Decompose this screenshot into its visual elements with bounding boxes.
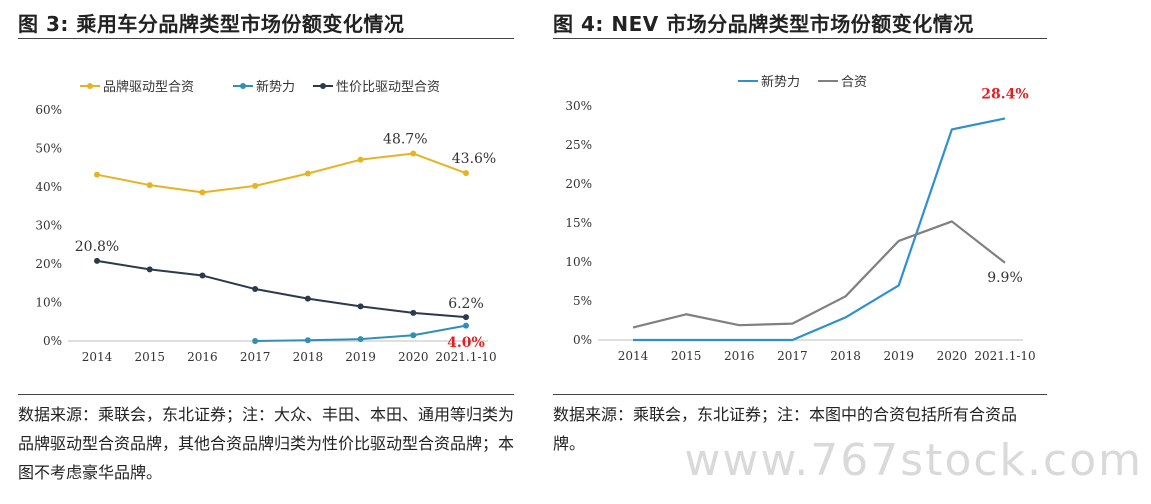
x-tick-label: 2015 (671, 349, 702, 363)
data-point (252, 286, 259, 293)
watermark: www.767stock.com (684, 435, 1143, 486)
legend-label: 品牌驱动型合资 (103, 79, 194, 95)
figure-4-title-text: NEV 市场分品牌类型市场份额变化情况 (611, 12, 974, 36)
data-point (304, 170, 311, 177)
series-line (96, 259, 467, 319)
data-point (252, 338, 259, 344)
x-tick-label: 2017 (240, 350, 271, 364)
x-tick-label: 2021.1-10 (974, 349, 1035, 363)
series-line (96, 152, 467, 194)
data-point (410, 150, 417, 157)
x-tick-label: 2018 (830, 349, 861, 363)
legend-marker (240, 83, 246, 89)
figure-4-title: 图 4: NEV 市场分品牌类型市场份额变化情况 (553, 8, 974, 37)
data-label: 28.4% (981, 86, 1028, 102)
figure-3-title: 图 3: 乘用车分品牌类型市场份额变化情况 (18, 8, 404, 37)
data-point (410, 309, 417, 316)
data-label: 43.6% (452, 151, 496, 167)
x-tick-label: 2020 (398, 350, 429, 364)
figure-4-top-rule (553, 38, 1047, 39)
data-point (304, 295, 311, 302)
y-tick-label: 10% (35, 296, 62, 310)
legend-label: 新势力 (256, 79, 295, 95)
legend-label: 性价比驱动型合资 (336, 80, 440, 95)
data-point (357, 156, 364, 163)
legend-marker (320, 83, 326, 89)
figure-4-chart: 0% 5% 10% 15% 20% 25% 30% 2014 2015 2016 2017 2018 2… (565, 74, 1035, 363)
data-point (94, 171, 100, 178)
x-tick-label: 2014 (82, 350, 113, 364)
y-tick-label: 0% (573, 333, 592, 347)
data-point (463, 170, 469, 177)
figure-3-source-note: 数据来源：乘联会，东北证券；注：大众、丰田、本田、通用等归类为品牌驱动型合资品牌… (18, 405, 515, 482)
data-point (463, 322, 469, 329)
y-tick-label: 20% (565, 177, 592, 191)
x-tick-label: 2020 (937, 349, 968, 363)
y-tick-label: 40% (35, 180, 62, 194)
x-tick-label: 2015 (134, 350, 165, 364)
data-label: 4.0% (447, 335, 485, 351)
x-tick-label: 2016 (724, 349, 755, 363)
x-tick-label: 2014 (618, 349, 649, 363)
figure-3-top-rule (18, 38, 514, 39)
data-point (146, 182, 153, 189)
y-tick-label: 25% (565, 138, 592, 152)
figure-3-label: 图 3: (18, 12, 69, 36)
y-tick-label: 30% (565, 99, 592, 113)
y-tick-label: 0% (43, 334, 62, 348)
y-tick-label: 60% (35, 103, 62, 117)
data-point (463, 314, 469, 321)
y-tick-label: 30% (35, 219, 62, 233)
figure-3-chart: 0% 10% 20% 30% 40% 50% 60% 2014 2015 2016 2017 2018… (35, 79, 496, 364)
figure-3-bottom-rule (18, 394, 514, 395)
legend-marker (87, 83, 93, 89)
data-point (94, 257, 100, 264)
y-tick-label: 5% (573, 294, 592, 308)
y-tick-label: 15% (565, 216, 592, 230)
data-label: 20.8% (75, 239, 119, 255)
y-tick-label: 20% (35, 257, 62, 271)
data-point (199, 272, 206, 279)
x-tick-label: 2018 (293, 350, 324, 364)
figure-4-source-note: 数据来源：乘联会，东北证券；注：本图中的合资包括所有合资品牌。 (553, 405, 1018, 453)
figure-4-bottom-rule (553, 394, 1047, 395)
data-point (146, 266, 153, 273)
figure-3-title-text: 乘用车分品牌类型市场份额变化情况 (76, 12, 405, 36)
x-tick-label: 2021.1-10 (435, 350, 496, 364)
data-label: 6.2% (448, 296, 484, 312)
data-label: 9.9% (987, 270, 1023, 286)
data-point (199, 189, 206, 196)
series-line (633, 117, 1006, 342)
figure-4-label: 图 4: (553, 12, 604, 36)
data-point (304, 337, 311, 344)
x-tick-label: 2019 (883, 349, 914, 363)
legend-label: 合资 (841, 75, 867, 90)
x-tick-label: 2016 (187, 350, 218, 364)
data-point (252, 182, 259, 189)
x-tick-label: 2019 (345, 350, 376, 364)
data-point (357, 336, 364, 343)
y-tick-label: 10% (565, 255, 592, 269)
y-tick-label: 50% (35, 142, 62, 156)
data-point (357, 303, 364, 310)
data-label: 48.7% (383, 132, 427, 148)
legend-label: 新势力 (761, 74, 800, 90)
series-line (632, 220, 1006, 329)
x-tick-label: 2017 (777, 349, 808, 363)
data-point (410, 332, 417, 339)
